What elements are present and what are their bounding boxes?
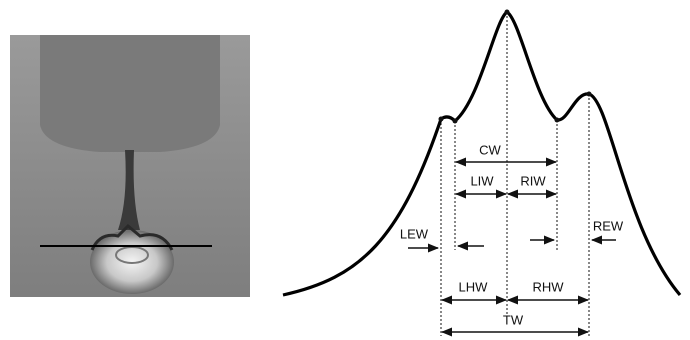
label-tw: TW <box>503 312 524 327</box>
label-lew: LEW <box>400 226 429 241</box>
label-lhw: LHW <box>459 279 489 294</box>
figure: CW LIW RIW LEW REW LHW RHW TW <box>0 0 690 340</box>
label-cw: CW <box>479 142 501 157</box>
label-liw: LIW <box>470 173 494 188</box>
label-rhw: RHW <box>532 279 564 294</box>
label-rew: REW <box>593 218 624 233</box>
weld-image <box>10 35 250 297</box>
arrows <box>408 162 616 332</box>
label-riw: RIW <box>520 173 546 188</box>
